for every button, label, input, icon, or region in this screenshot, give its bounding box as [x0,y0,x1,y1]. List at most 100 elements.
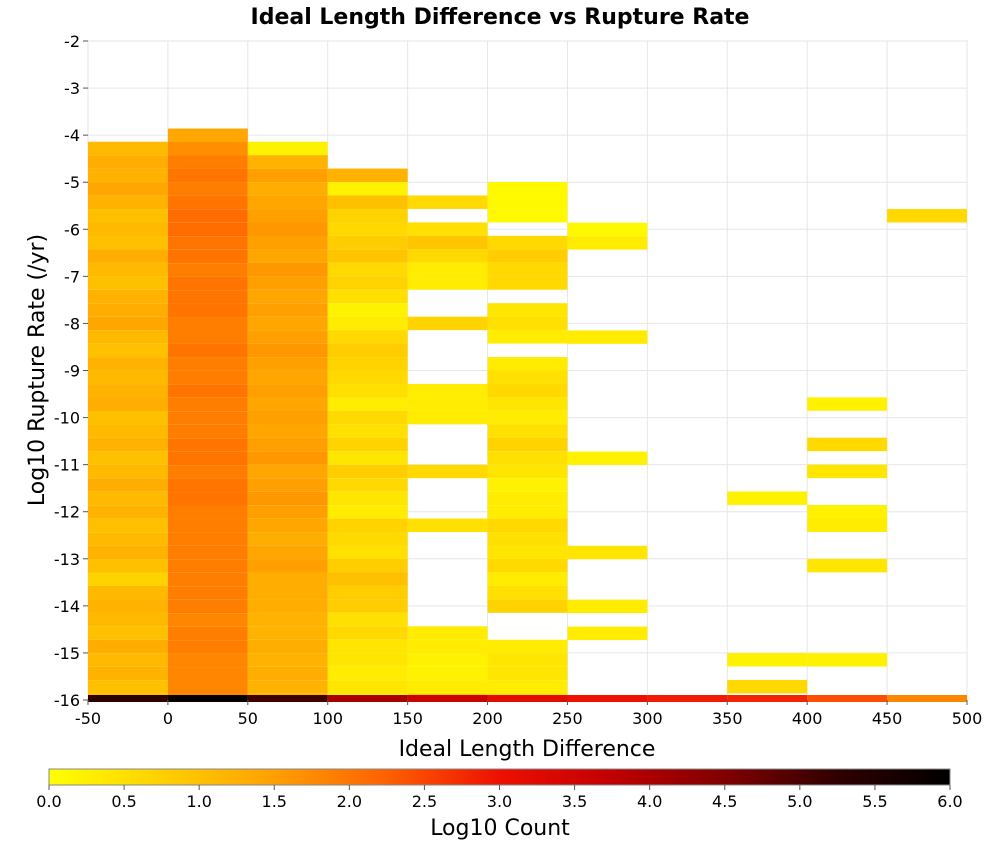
heatmap-cell [807,653,888,667]
y-tick-label: -7 [64,267,80,286]
heatmap-cell [327,397,408,411]
heatmap-cell [247,289,328,304]
heatmap-cell [247,316,328,331]
heatmap-cell [487,249,568,263]
heatmap-cell [167,572,248,587]
heatmap-cell [167,370,248,385]
heatmap-cell [247,626,328,640]
heatmap-cell [247,168,328,183]
heatmap-cell [247,182,328,196]
heatmap-cell [247,639,328,654]
heatmap-cell [88,518,168,533]
heatmap-cell [167,236,248,250]
heatmap-cell [487,653,568,667]
heatmap-cell [487,451,568,465]
heatmap-cell [807,558,888,573]
heatmap-cell [167,438,248,452]
heatmap-cell [88,316,168,331]
heatmap-cell-bottom [807,695,888,702]
heatmap-cell [327,639,408,654]
heatmap-cell [167,451,248,466]
heatmap-cell [327,532,408,546]
y-tick-label: -5 [64,173,80,192]
heatmap-cell [167,640,248,654]
y-tick-label: -10 [54,409,80,428]
x-tick-label: 250 [552,709,583,728]
heatmap-cell [88,680,168,694]
heatmap-cell [407,383,488,398]
heatmap-cell [727,653,808,667]
heatmap-cell [88,505,168,519]
colorbar-tick-label: 4.5 [712,792,737,811]
heatmap-cell [407,195,488,209]
heatmap-cell [247,303,328,317]
y-tick-label: -6 [64,220,80,239]
heatmap-cell [487,235,568,250]
heatmap-cell [327,168,408,183]
heatmap-cell [487,357,568,371]
heatmap-cell [167,397,248,412]
heatmap-cell [247,451,328,465]
colorbar: 0.0 0.5 1.0 1.5 2.0 2.5 3.0 3.5 4.0 4.5 5.0 5.5 6.0 … [36,768,963,841]
heatmap-cell [88,478,168,492]
heatmap-cell [167,599,248,614]
heatmap-cell [487,208,568,223]
heatmap-cell [167,155,248,169]
heatmap-cell [247,518,328,533]
heatmap-cell [247,653,328,667]
heatmap-cell [487,505,568,519]
heatmap-cell [88,424,168,438]
x-tick-label: 0 [163,709,173,728]
heatmap-cell [88,410,168,425]
y-tick-label: -2 [64,32,80,51]
heatmap-cell [167,613,248,627]
y-tick-label: -15 [54,644,80,663]
heatmap-cell [88,168,168,183]
heatmap-cell [247,666,328,681]
heatmap-cell [327,653,408,667]
heatmap-cell [487,262,568,277]
colorbar-tick-label: 4.0 [637,792,662,811]
heatmap-cell [88,141,168,156]
heatmap-cell [88,464,168,479]
heatmap-cell [567,599,648,614]
heatmap-cell [88,532,168,546]
heatmap-cell [88,397,168,411]
heatmap-cell [167,492,248,506]
heatmap-cell [167,545,248,560]
heatmap-cell [807,464,888,479]
heatmap-cell [407,262,488,277]
heatmap-cell [88,262,168,277]
heatmap-cell [567,451,648,466]
heatmap-cell [487,599,568,613]
heatmap-cell [727,491,808,505]
heatmap-cell [167,209,248,223]
heatmap-cell [88,235,168,250]
y-tick-label: -3 [64,79,80,98]
heatmap-cell [327,491,408,506]
heatmap-cell [247,235,328,250]
heatmap-cell [88,559,168,573]
heatmap-cell [327,303,408,317]
heatmap-cell [247,384,328,398]
heatmap-cell [167,276,248,291]
heatmap-cell [887,209,967,223]
heatmap-cell [167,317,248,331]
heatmap-cell [487,195,568,209]
heatmap-cell [88,451,168,465]
heatmap-cell [247,612,328,627]
x-axis-label: Ideal Length Difference [399,737,656,762]
heatmap-cell [88,572,168,586]
heatmap-cell [327,518,408,533]
heatmap-cell [327,464,408,479]
heatmap-cell [167,290,248,304]
heatmap-cell [247,209,328,223]
heatmap-cell [167,384,248,398]
heatmap-cell [88,289,168,304]
x-tick-label: 300 [632,709,663,728]
heatmap-cell [327,626,408,640]
heatmap-cell [167,142,248,156]
heatmap-cell [247,532,328,546]
heatmap-cell [487,558,568,573]
x-tick-label: 200 [472,709,503,728]
